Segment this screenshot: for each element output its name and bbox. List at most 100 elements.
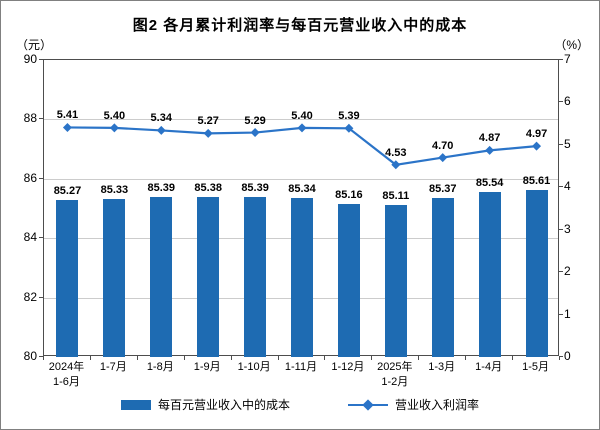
x-axis-tick [43, 356, 44, 360]
cost-bar [103, 198, 126, 357]
y-axis-right-tick [559, 356, 563, 357]
diamond-marker-icon [391, 160, 401, 170]
x-axis-tick [230, 356, 232, 360]
x-axis-tick [324, 356, 326, 360]
y-axis-right-tick [559, 271, 563, 273]
legend-diamond-icon [362, 398, 374, 411]
x-axis-tick [89, 356, 91, 360]
x-axis-tick [277, 356, 279, 360]
y-axis-left-tick [39, 177, 43, 179]
y-axis-right-tick [559, 228, 563, 230]
line-value-label: 5.41 [56, 109, 79, 122]
x-axis-label: 1-4月 [475, 361, 503, 373]
y-axis-left-tick-label: 90 [23, 52, 37, 66]
x-axis-tick [183, 356, 185, 360]
legend-item-cost: 每百元营业收入中的成本 [120, 396, 290, 413]
bar-value-label: 85.34 [288, 183, 316, 196]
cost-bar [244, 196, 267, 357]
x-axis-tick [512, 356, 514, 360]
gridline [44, 119, 558, 121]
y-axis-right-tick [559, 59, 563, 60]
bar-value-label: 85.33 [100, 183, 129, 196]
x-axis-tick [136, 356, 138, 360]
bar-value-label: 85.11 [382, 190, 410, 203]
diamond-marker-icon [438, 153, 448, 163]
y-axis-left-tick-label: 82 [23, 289, 37, 304]
diamond-marker-icon [203, 128, 213, 138]
y-axis-left-tick [39, 237, 43, 239]
y-axis-right-tick-label: 0 [564, 349, 571, 363]
bar-value-label: 85.27 [53, 185, 82, 198]
line-value-label: 5.39 [338, 110, 360, 123]
cost-bar [384, 205, 407, 357]
left-axis-unit-label: （元） [16, 38, 53, 52]
plot-area: 85.27 85.33 85.39 85.38 85.39 85.34 85.16 85.11… [43, 59, 559, 357]
gridline [44, 178, 558, 180]
y-axis-left-tick-label: 84 [23, 230, 37, 245]
cost-bar [56, 200, 79, 357]
legend-line-marker [348, 398, 388, 411]
right-axis-unit-label: （%） [554, 38, 589, 52]
cost-bar [431, 197, 454, 357]
diamond-marker-icon [156, 125, 166, 135]
bar-value-label: 85.39 [241, 181, 269, 194]
x-axis-label: 1-12月 [331, 361, 365, 373]
line-value-label: 5.27 [197, 115, 219, 128]
y-axis-right-tick-label: 1 [564, 306, 571, 321]
y-axis-right-tick-label: 6 [564, 94, 571, 109]
x-axis-label: 1-5月 [522, 361, 549, 373]
x-axis-label: 1-7月 [99, 361, 127, 373]
y-axis-left-tick [39, 118, 43, 120]
y-axis-right-tick [559, 186, 563, 188]
cost-bar [197, 197, 220, 357]
legend-label-cost: 每百元营业收入中的成本 [157, 398, 290, 412]
line-value-label: 4.70 [432, 139, 454, 152]
y-axis-right-tick-label: 4 [564, 179, 571, 194]
bar-value-label: 85.37 [428, 182, 457, 195]
x-axis-label: 1-3月 [428, 361, 456, 373]
cost-bar [525, 190, 548, 357]
x-axis-tick [559, 356, 560, 360]
y-axis-right-tick-label: 7 [564, 52, 571, 66]
y-axis-left-tick [39, 59, 43, 60]
diamond-marker-icon [485, 145, 495, 155]
cost-bar [150, 196, 173, 357]
line-value-label: 4.87 [478, 132, 501, 145]
y-axis-left-tick [39, 296, 43, 298]
x-axis-label: 1-8月 [146, 361, 174, 373]
profit-rate-line [67, 126, 537, 166]
diamond-marker-icon [109, 123, 119, 133]
bar-value-label: 85.39 [147, 181, 176, 194]
x-axis-tick [371, 356, 373, 360]
bar-value-label: 85.61 [522, 175, 551, 188]
y-axis-right-tick [559, 101, 563, 103]
line-value-label: 4.53 [385, 146, 407, 159]
legend-label-profit: 营业收入利润率 [395, 398, 480, 412]
cost-bar [291, 198, 313, 357]
legend-item-profit: 营业收入利润率 [348, 396, 479, 413]
diamond-marker-icon [532, 141, 542, 151]
x-axis-label: 1-11月 [284, 361, 318, 373]
y-axis-right-tick-label: 2 [564, 264, 571, 279]
line-value-label: 4.97 [525, 128, 548, 141]
line-value-label: 5.34 [150, 112, 172, 125]
y-axis-right-tick [559, 313, 563, 315]
line-value-label: 5.40 [103, 109, 126, 122]
legend: 每百元营业收入中的成本 营业收入利润率 [1, 396, 599, 413]
bar-value-label: 85.54 [475, 177, 504, 190]
line-value-label: 5.29 [244, 114, 266, 127]
line-value-label: 5.40 [291, 109, 313, 122]
diamond-marker-icon [344, 123, 354, 133]
y-axis-right-tick [559, 143, 563, 145]
x-axis-tick [418, 356, 420, 360]
diamond-marker-icon [250, 128, 260, 138]
y-axis-right-tick-label: 3 [564, 221, 571, 236]
diamond-marker-icon [297, 123, 307, 133]
y-axis-left-tick-label: 80 [23, 349, 37, 363]
x-axis-label: 2025年 1-2月 [377, 361, 413, 388]
y-axis-left-tick [39, 356, 43, 357]
x-axis-label: 1-10月 [237, 361, 271, 373]
x-axis-label: 1-9月 [193, 361, 221, 373]
bar-value-label: 85.38 [194, 182, 222, 195]
